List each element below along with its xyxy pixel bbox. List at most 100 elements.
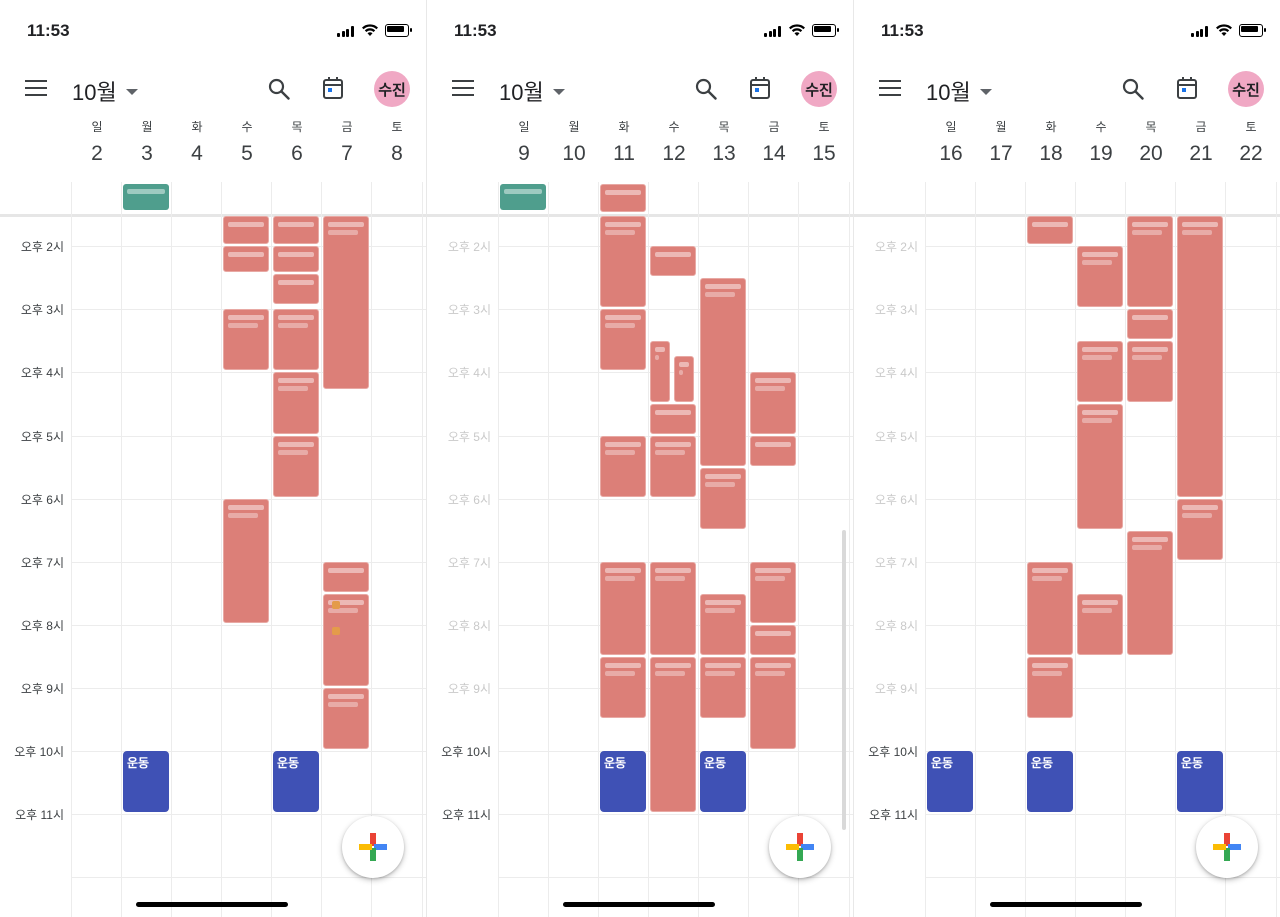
exercise-event[interactable]: 운동: [123, 751, 169, 812]
calendar-event[interactable]: [600, 184, 646, 212]
exercise-event[interactable]: 운동: [700, 751, 746, 812]
today-icon[interactable]: [322, 76, 344, 100]
all-day-event[interactable]: [500, 184, 546, 210]
calendar-event[interactable]: [1077, 404, 1123, 529]
calendar-event[interactable]: [600, 656, 646, 718]
calendar-event[interactable]: [1027, 656, 1073, 718]
search-icon[interactable]: [268, 78, 290, 100]
calendar-event[interactable]: [700, 593, 746, 655]
calendar-event[interactable]: [600, 309, 646, 370]
calendar-event[interactable]: [700, 467, 746, 529]
calendar-event[interactable]: [273, 309, 319, 370]
month-selector[interactable]: 10월: [499, 75, 565, 107]
calendar-event[interactable]: [750, 562, 796, 623]
calendar-event[interactable]: [1127, 216, 1173, 307]
calendar-event[interactable]: [223, 246, 269, 273]
avatar[interactable]: 수진: [1228, 71, 1264, 107]
calendar-event[interactable]: [650, 562, 696, 655]
calendar-event[interactable]: [1027, 216, 1073, 244]
add-event-button[interactable]: [769, 816, 831, 878]
search-icon[interactable]: [695, 78, 717, 100]
calendar-event[interactable]: [600, 436, 646, 497]
calendar-event[interactable]: [674, 356, 694, 402]
exercise-event[interactable]: 운동: [927, 751, 973, 812]
calendar-event[interactable]: [273, 274, 319, 304]
exercise-event[interactable]: 운동: [273, 751, 319, 812]
month-selector[interactable]: 10월: [72, 75, 138, 107]
month-selector[interactable]: 10월: [926, 75, 992, 107]
calendar-event[interactable]: [1177, 499, 1223, 560]
exercise-event[interactable]: 운동: [1027, 751, 1073, 812]
calendar-event[interactable]: [1127, 530, 1173, 655]
search-icon[interactable]: [1122, 78, 1144, 100]
calendar-event[interactable]: [323, 216, 369, 390]
day-column-header[interactable]: 월 10: [549, 118, 599, 166]
calendar-event[interactable]: [1077, 340, 1123, 402]
calendar-event[interactable]: [223, 499, 269, 623]
day-column-header[interactable]: 수 12: [649, 118, 699, 166]
calendar-event[interactable]: [273, 246, 319, 273]
calendar-event[interactable]: [323, 688, 369, 749]
day-column-header[interactable]: 화 11: [599, 118, 649, 166]
calendar-event[interactable]: [1177, 216, 1223, 497]
calendar-event[interactable]: [323, 593, 369, 686]
calendar-event[interactable]: [750, 656, 796, 749]
avatar[interactable]: 수진: [374, 71, 410, 107]
exercise-event[interactable]: 운동: [600, 751, 646, 812]
menu-icon[interactable]: [25, 80, 47, 96]
time-grid[interactable]: 오후 2시 오후 3시 오후 4시 오후 5시 오후 6시 오후 7시 오후 8시 오후 9시…: [427, 182, 853, 917]
calendar-event[interactable]: [700, 277, 746, 466]
day-column-header[interactable]: 토 15: [799, 118, 849, 166]
add-event-button[interactable]: [1196, 816, 1258, 878]
calendar-event[interactable]: [650, 340, 670, 402]
today-icon[interactable]: [749, 76, 771, 100]
day-column-header[interactable]: 목 20: [1126, 118, 1176, 166]
calendar-event[interactable]: [1127, 340, 1173, 402]
menu-icon[interactable]: [452, 80, 474, 96]
day-column-header[interactable]: 토 22: [1226, 118, 1276, 166]
calendar-event[interactable]: [273, 436, 319, 497]
calendar-event[interactable]: [323, 562, 369, 592]
day-column-header[interactable]: 금 21: [1176, 118, 1226, 166]
calendar-event[interactable]: [1127, 309, 1173, 339]
calendar-event[interactable]: [1077, 246, 1123, 307]
day-column-header[interactable]: 금 14: [749, 118, 799, 166]
calendar-event[interactable]: [700, 656, 746, 718]
calendar-event[interactable]: [650, 404, 696, 434]
calendar-event[interactable]: [750, 372, 796, 434]
day-column-header[interactable]: 화 18: [1026, 118, 1076, 166]
exercise-event[interactable]: 운동: [1177, 751, 1223, 812]
calendar-event[interactable]: [650, 656, 696, 812]
time-grid[interactable]: 오후 2시 오후 3시 오후 4시 오후 5시 오후 6시 오후 7시 오후 8시 오후 9시…: [854, 182, 1280, 917]
menu-icon[interactable]: [879, 80, 901, 96]
time-grid[interactable]: 오후 2시 오후 3시 오후 4시 오후 5시 오후 6시 오후 7시 오후 8시 오후 9시…: [0, 182, 426, 917]
avatar[interactable]: 수진: [801, 71, 837, 107]
add-event-button[interactable]: [342, 816, 404, 878]
day-column-header[interactable]: 수 19: [1076, 118, 1126, 166]
today-icon[interactable]: [1176, 76, 1198, 100]
calendar-event[interactable]: [223, 216, 269, 244]
day-column-header[interactable]: 월 17: [976, 118, 1026, 166]
all-day-event[interactable]: [123, 184, 169, 210]
calendar-event[interactable]: [750, 436, 796, 466]
calendar-event[interactable]: [1077, 593, 1123, 655]
calendar-event[interactable]: [1027, 562, 1073, 655]
calendar-event[interactable]: [273, 372, 319, 434]
calendar-event[interactable]: [650, 246, 696, 276]
calendar-event[interactable]: [650, 436, 696, 497]
day-column-header[interactable]: 일 16: [926, 118, 976, 166]
scroll-indicator[interactable]: [842, 530, 846, 830]
calendar-event[interactable]: [600, 562, 646, 655]
calendar-event[interactable]: [600, 216, 646, 307]
calendar-event[interactable]: [223, 309, 269, 370]
calendar-event[interactable]: [750, 625, 796, 655]
day-column-header[interactable]: 목 13: [699, 118, 749, 166]
